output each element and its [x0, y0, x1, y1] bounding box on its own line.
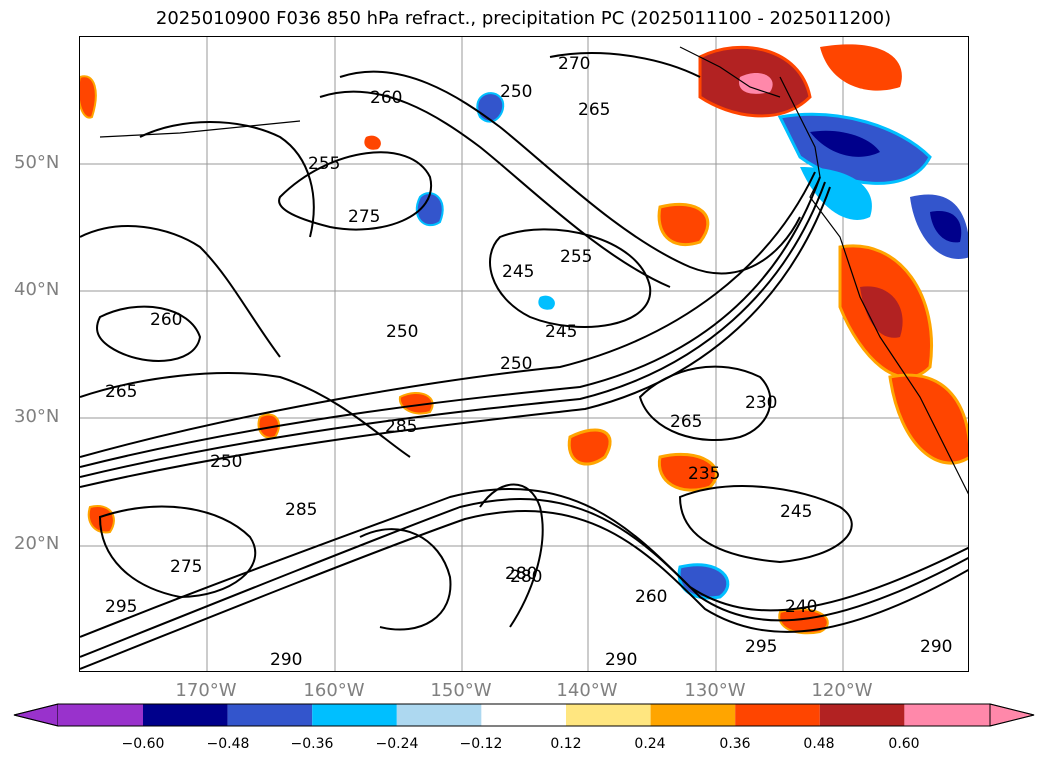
lat-label-20n: 20°N [14, 533, 60, 554]
contour-label: 255 [308, 154, 340, 174]
contour-label: 260 [150, 310, 182, 330]
contour-label: 290 [605, 650, 637, 670]
contour-label: 290 [920, 637, 952, 657]
colorbar-tick: −0.12 [459, 736, 503, 752]
refractivity-contours [80, 52, 968, 670]
map-title: 2025010900 F036 850 hPa refract., precip… [155, 8, 892, 29]
contour-label: 245 [780, 502, 812, 522]
contour-label: 255 [560, 247, 592, 267]
colorbar-segment [904, 704, 990, 726]
contour-label: 250 [500, 82, 532, 102]
lon-label-160w: 160°W [303, 680, 365, 701]
contour-label: 235 [688, 464, 720, 484]
contour-label: 250 [386, 322, 418, 342]
colorbar-segment [819, 704, 905, 726]
contour-label: 245 [545, 322, 577, 342]
colorbar-segment [481, 704, 566, 726]
contour-label: 290 [270, 650, 302, 670]
colorbar-tick: −0.60 [121, 736, 165, 752]
colorbar-segment [227, 704, 313, 726]
lat-label-40n: 40°N [14, 279, 60, 300]
colorbar-extend-left [13, 703, 59, 727]
contour-labels: 270 260 265 255 250 275 245 255 260 250 … [105, 54, 952, 670]
colorbar-tick: 0.12 [550, 736, 582, 752]
contour-label: 280 [505, 564, 537, 584]
map-plot-area: 270 260 265 255 250 275 245 255 260 250 … [79, 36, 969, 672]
colorbar-segment [566, 704, 651, 726]
lon-label-140w: 140°W [556, 680, 618, 701]
colorbar-segment [735, 704, 820, 726]
coastline [99, 46, 968, 495]
lon-label-170w: 170°W [175, 680, 237, 701]
contour-label: 265 [105, 382, 137, 402]
contour-label: 265 [578, 100, 610, 120]
lon-label-150w: 150°W [430, 680, 492, 701]
colorbar-extend-right [989, 703, 1035, 727]
contour-label: 285 [285, 500, 317, 520]
contour-label: 245 [502, 262, 534, 282]
contour-label: 275 [348, 207, 380, 227]
contour-label: 250 [210, 452, 242, 472]
colorbar-tick: 0.36 [719, 736, 751, 752]
lat-label-30n: 30°N [14, 406, 60, 427]
colorbar-tick: −0.24 [375, 736, 419, 752]
lon-label-120w: 120°W [811, 680, 873, 701]
colorbar-tick: −0.48 [206, 736, 250, 752]
contour-label: 295 [745, 637, 777, 657]
colorbar-segment [143, 704, 228, 726]
contour-label: 280 [510, 567, 542, 587]
precip-shading [80, 44, 968, 635]
contour-label: 230 [745, 393, 777, 413]
colorbar-tick: 0.60 [888, 736, 920, 752]
colorbar-tick: −0.36 [290, 736, 334, 752]
lon-label-130w: 130°W [684, 680, 746, 701]
contour-label: 265 [670, 412, 702, 432]
colorbar-segment [650, 704, 736, 726]
contour-label: 260 [370, 88, 402, 108]
contour-label: 285 [385, 417, 417, 437]
contour-label: 250 [500, 354, 532, 374]
graticule [80, 37, 968, 671]
contour-label: 240 [785, 597, 817, 617]
contour-label: 260 [635, 587, 667, 607]
colorbar-segment [312, 704, 397, 726]
contour-label: 270 [558, 54, 590, 74]
colorbar [13, 703, 1035, 727]
contour-label: 275 [170, 557, 202, 577]
map-canvas: 270 260 265 255 250 275 245 255 260 250 … [80, 37, 968, 671]
lat-label-50n: 50°N [14, 152, 60, 173]
colorbar-segment [58, 704, 143, 726]
colorbar-outline [13, 703, 1035, 727]
colorbar-tick: 0.48 [803, 736, 835, 752]
colorbar-segment [396, 704, 482, 726]
colorbar-tick: 0.24 [634, 736, 666, 752]
contour-label: 295 [105, 597, 137, 617]
